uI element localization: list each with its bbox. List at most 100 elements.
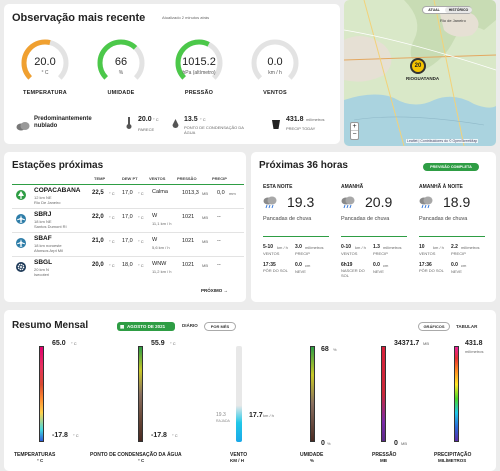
stations-header-cell: TEMP (94, 176, 106, 181)
period-wind-unit: km / h (277, 245, 288, 250)
period-wind-label: VENTOS (419, 251, 436, 256)
station-row[interactable]: SBRJ 18 km NE Santos Dumont Rl 22,0 ° C 17,0 °… (12, 208, 244, 229)
gauge-fill (251, 39, 299, 87)
station-marker[interactable]: 20 (410, 58, 426, 74)
station-row[interactable]: SBAF 18 km noroeste Afonsos Arpt Mil 21,0 ° … (12, 232, 244, 253)
station-precip: -- (217, 214, 221, 220)
wind-value: 17.7 (249, 412, 263, 419)
station-precip: -- (217, 238, 221, 244)
wind-gust-label: RAJADA (216, 419, 230, 423)
period-time: 17:36 (419, 262, 432, 268)
wind-gust-value: 19.3 (216, 412, 226, 418)
humidity-high-unit: % (333, 347, 337, 352)
rain-cloud-icon (263, 196, 277, 215)
toggle-atual[interactable]: ATUAL (428, 8, 440, 12)
map-city-label: Rio de Janeiro (440, 18, 466, 23)
station-place: Santos Dumont Rl (34, 224, 67, 229)
tab-por-mes[interactable]: POR MÊS (204, 322, 236, 331)
pressure-range-bar (381, 346, 386, 442)
station-pressure-unit: MB (202, 215, 208, 220)
precipitation-range-bar (454, 346, 459, 442)
map-attribution[interactable]: Leaflet | Contribuidores do © OpenStreet… (406, 139, 479, 143)
current-observation-card: Observação mais recente Atualizado 2 min… (4, 4, 340, 144)
gauge-value: 20.0 (34, 56, 56, 68)
zoom-in-button[interactable]: + (351, 123, 358, 131)
gauge-value: 66 (114, 56, 128, 68)
gauge-ring (175, 39, 223, 87)
period-snow: 0.0 (373, 262, 380, 268)
gauge-ring (97, 39, 145, 87)
station-pressure: 1021 (182, 238, 195, 244)
date-label: agosto de 2021 (127, 324, 166, 329)
station-temp: 20,0 (92, 262, 104, 268)
period-precip-label: PRECIP (451, 251, 466, 256)
station-name[interactable]: COPACABANA (34, 187, 81, 194)
dew-label: PONTO DE CONDENSAÇÃO DA ÁGUA (90, 452, 182, 458)
period-snow: 0.0 (451, 262, 458, 268)
next-button[interactable]: PRÓXIMO → (201, 288, 228, 293)
rain-cloud-icon (341, 196, 355, 215)
gauge-value: 0.0 (267, 56, 283, 68)
period-snow-unit: cm (383, 263, 389, 268)
station-name[interactable]: SBRJ (34, 211, 52, 218)
droplet-icon (172, 116, 179, 134)
precip-unit: milímetros (306, 117, 325, 122)
gauge-unit: hPa (altímetro) (182, 70, 216, 76)
period-time-label: PÔR DO SOL (263, 268, 288, 273)
date-picker[interactable]: ▦ agosto de 2021 (117, 322, 175, 331)
dew-high-unit: ° C (170, 341, 176, 346)
temp-label: TEMPERATURAS (14, 452, 56, 458)
precip-label: PRECIP TODAY (286, 126, 316, 131)
current-title: Observação mais recente (12, 12, 146, 24)
station-distance: 20 km N (34, 267, 49, 272)
zoom-out-button[interactable]: − (352, 131, 357, 138)
pressure-high: 34371.7 (394, 340, 420, 347)
station-distance: 18 km noroeste (34, 243, 62, 248)
toggle-historico[interactable]: HISTÓRICO (445, 7, 472, 13)
period-precip: 3.0 (295, 244, 302, 250)
station-name[interactable]: SBAF (34, 235, 52, 242)
view-tabular[interactable]: TABULAR (456, 324, 478, 329)
period-divider (263, 236, 329, 237)
wind-range-bar (236, 346, 242, 442)
period-temp: 18.9 (443, 194, 471, 210)
pressure-low: 0 (394, 440, 398, 447)
precip-value: 431.8 (286, 116, 304, 123)
tab-diario[interactable]: DIÁRIO (182, 323, 198, 328)
humidity-high: 68 (321, 346, 329, 353)
station-row[interactable]: COPACABANA 12 km NE Rio De Janeiro 22,5 ° C 1… (12, 184, 244, 205)
gauge-ring (21, 39, 69, 87)
temp-low-unit: ° C (73, 433, 79, 438)
station-name[interactable]: SBGL (34, 259, 53, 266)
feels-unit: ° C (153, 117, 159, 122)
station-wind-speed: 11,1 km / h (152, 221, 172, 226)
humidity-range-bar (310, 346, 315, 442)
gauge-ring (251, 39, 299, 87)
temp-label-unit: ° C (37, 458, 44, 463)
gauge-fill (97, 39, 145, 87)
station-distance: 18 km NE (34, 219, 52, 224)
summary-title: Resumo Mensal (12, 320, 89, 331)
station-pressure: 1013,3 (182, 190, 199, 196)
station-dew-unit: ° C (138, 191, 144, 196)
temp-high: 65.0 (52, 340, 66, 347)
period-wind: 0-10 (341, 244, 352, 250)
stations-header-cell: PRESSÃO (177, 176, 197, 181)
period-label: AMANHÃ (341, 184, 364, 190)
station-dew: 17,0 (122, 214, 133, 220)
period-label: ESTA NOITE (263, 184, 293, 190)
gauge-unit: % (118, 70, 124, 76)
station-row[interactable]: SBGL 20 km N Isecoteri 20,0 ° C 18,0 ° C WNW 11,… (12, 256, 244, 277)
gauge-value: 1015.2 (182, 56, 216, 68)
gauge-label: VENTOS (263, 90, 287, 96)
period-time-label: PÔR DO SOL (419, 268, 444, 273)
gauge-label: PRESSÃO (184, 90, 214, 96)
period-desc: Pancadas de chuva (263, 216, 312, 222)
feels-label: PARECE (138, 127, 155, 132)
station-temp-unit: ° C (109, 239, 115, 244)
period-label: AMANHÃ À NOITE (419, 184, 463, 190)
full-forecast-button[interactable]: PREVISÃO COMPLETA (423, 163, 479, 171)
station-label: RIOGUATANDA (406, 76, 440, 81)
dew-value: 13.5 (184, 116, 198, 123)
view-graficos[interactable]: GRÁFICOS (418, 322, 450, 331)
